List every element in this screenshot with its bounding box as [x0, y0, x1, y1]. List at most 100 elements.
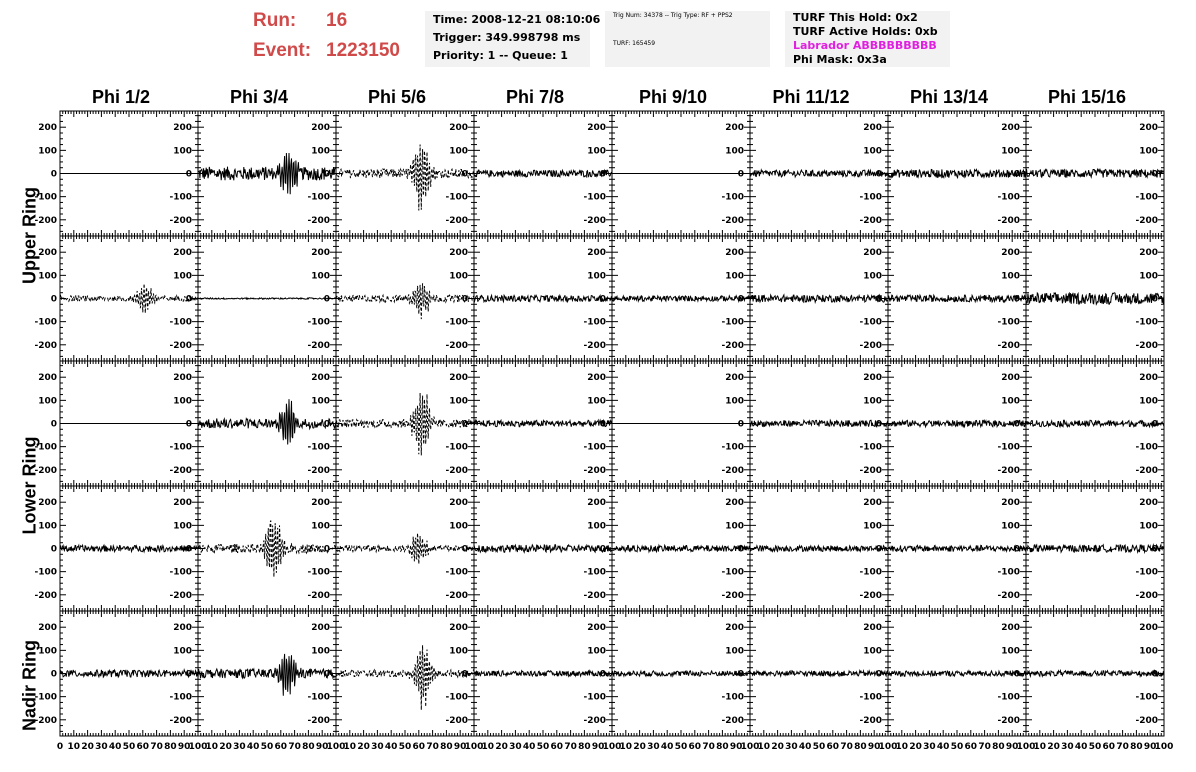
waveform-trace — [749, 293, 889, 305]
y-tick-label: -100 — [445, 443, 468, 453]
waveform-trace — [611, 294, 751, 304]
priority-text: Priority: 1 -- Queue: 1 — [433, 49, 568, 62]
y-tick-label: -200 — [34, 591, 57, 601]
y-tick-label: -100 — [1135, 568, 1158, 578]
y-tick-label: 200 — [1001, 248, 1020, 258]
y-tick-label: -100 — [997, 318, 1020, 328]
y-tick-label: -100 — [307, 318, 330, 328]
column-title-phi-9-10: Phi 9/10 — [638, 87, 708, 107]
y-tick-label: 200 — [1001, 498, 1020, 508]
y-tick-label: 100 — [1001, 146, 1020, 156]
run-value: 16 — [326, 10, 348, 31]
y-tick-label: -100 — [169, 443, 192, 453]
y-tick-label: 100 — [587, 271, 606, 281]
y-tick-label: 0 — [738, 420, 744, 430]
waveform-trace — [611, 543, 751, 554]
y-tick-label: 200 — [449, 498, 468, 508]
y-tick-label: 100 — [311, 146, 330, 156]
y-tick-label: -200 — [583, 216, 606, 226]
y-tick-label: 0 — [51, 420, 57, 430]
y-tick-label: -200 — [1135, 341, 1158, 351]
waveform-trace — [1025, 167, 1165, 180]
y-tick-label: -200 — [307, 216, 330, 226]
y-tick-label: -200 — [445, 341, 468, 351]
y-tick-label: 200 — [173, 248, 192, 258]
y-tick-label: 200 — [449, 248, 468, 258]
waveform-trace — [473, 168, 613, 179]
y-tick-label: -200 — [721, 466, 744, 476]
y-tick-label: -100 — [721, 443, 744, 453]
y-tick-label: 200 — [587, 498, 606, 508]
y-tick-label: 0 — [51, 295, 57, 305]
event-value: 1223150 — [326, 40, 400, 61]
y-tick-label: -200 — [997, 466, 1020, 476]
y-tick-label: 100 — [1001, 396, 1020, 406]
y-tick-label: 200 — [587, 123, 606, 133]
y-tick-label: 200 — [311, 373, 330, 383]
y-tick-label: -200 — [307, 466, 330, 476]
waveform-trace — [1025, 419, 1165, 429]
y-tick-label: 0 — [324, 420, 330, 430]
y-tick-label: -200 — [859, 591, 882, 601]
column-title-phi-1-2: Phi 1/2 — [91, 87, 151, 107]
y-tick-label: 200 — [1139, 123, 1158, 133]
waveform-trace — [887, 168, 1027, 180]
y-tick-label: 100 — [38, 271, 57, 281]
waveform-trace — [197, 296, 337, 301]
y-tick-label: 200 — [1139, 498, 1158, 508]
y-tick-label: -200 — [307, 591, 330, 601]
y-tick-label: 0 — [51, 170, 57, 180]
y-tick-label: -100 — [445, 568, 468, 578]
y-tick-label: 100 — [1001, 271, 1020, 281]
y-tick-label: 100 — [449, 396, 468, 406]
waveform-trace — [887, 418, 1027, 429]
waveform-trace — [749, 168, 889, 179]
y-tick-label: -200 — [997, 341, 1020, 351]
y-tick-label: 200 — [863, 123, 882, 133]
y-tick-label: -100 — [859, 443, 882, 453]
y-tick-label: -200 — [169, 591, 192, 601]
column-title-phi-15-16: Phi 15/16 — [1047, 87, 1127, 107]
y-tick-label: 200 — [725, 498, 744, 508]
waveform-trace — [335, 144, 475, 211]
y-tick-label: -100 — [307, 568, 330, 578]
event-label: Event: — [253, 40, 312, 61]
y-tick-label: -100 — [34, 568, 57, 578]
turf-text: TURF: 165459 — [613, 40, 656, 47]
y-tick-label: -200 — [1135, 591, 1158, 601]
y-tick-label: 100 — [725, 271, 744, 281]
y-tick-label: 200 — [311, 498, 330, 508]
y-tick-label: -200 — [859, 216, 882, 226]
y-tick-label: 0 — [600, 170, 606, 180]
y-tick-label: -100 — [169, 568, 192, 578]
y-tick-label: -200 — [859, 341, 882, 351]
y-tick-label: 100 — [1139, 146, 1158, 156]
y-tick-label: 200 — [311, 123, 330, 133]
y-tick-label: 100 — [863, 521, 882, 531]
y-tick-label: 0 — [462, 295, 468, 305]
y-tick-label: 200 — [587, 373, 606, 383]
y-tick-label: 100 — [173, 146, 192, 156]
y-tick-label: 0 — [324, 545, 330, 555]
y-tick-label: -200 — [583, 466, 606, 476]
waveform-trace — [473, 543, 613, 554]
y-tick-label: -100 — [445, 193, 468, 203]
waveform-trace — [59, 283, 199, 314]
y-tick-label: 100 — [725, 146, 744, 156]
y-tick-label: -200 — [997, 591, 1020, 601]
column-title-phi-13-14: Phi 13/14 — [909, 87, 989, 107]
y-tick-label: 100 — [863, 396, 882, 406]
y-tick-label: -200 — [859, 466, 882, 476]
time-info-box: Time: 2008-12-21 08:10:06 Trigger: 349.9… — [425, 11, 600, 67]
y-tick-label: 100 — [863, 271, 882, 281]
run-label: Run: — [253, 10, 297, 31]
y-tick-label: 0 — [1014, 545, 1020, 555]
y-tick-label: -200 — [445, 591, 468, 601]
y-tick-label: -100 — [583, 193, 606, 203]
y-tick-label: -200 — [583, 591, 606, 601]
y-tick-label: 0 — [462, 545, 468, 555]
y-tick-label: 200 — [38, 248, 57, 258]
y-tick-label: -200 — [34, 341, 57, 351]
y-tick-label: 200 — [725, 123, 744, 133]
y-tick-label: 100 — [587, 146, 606, 156]
